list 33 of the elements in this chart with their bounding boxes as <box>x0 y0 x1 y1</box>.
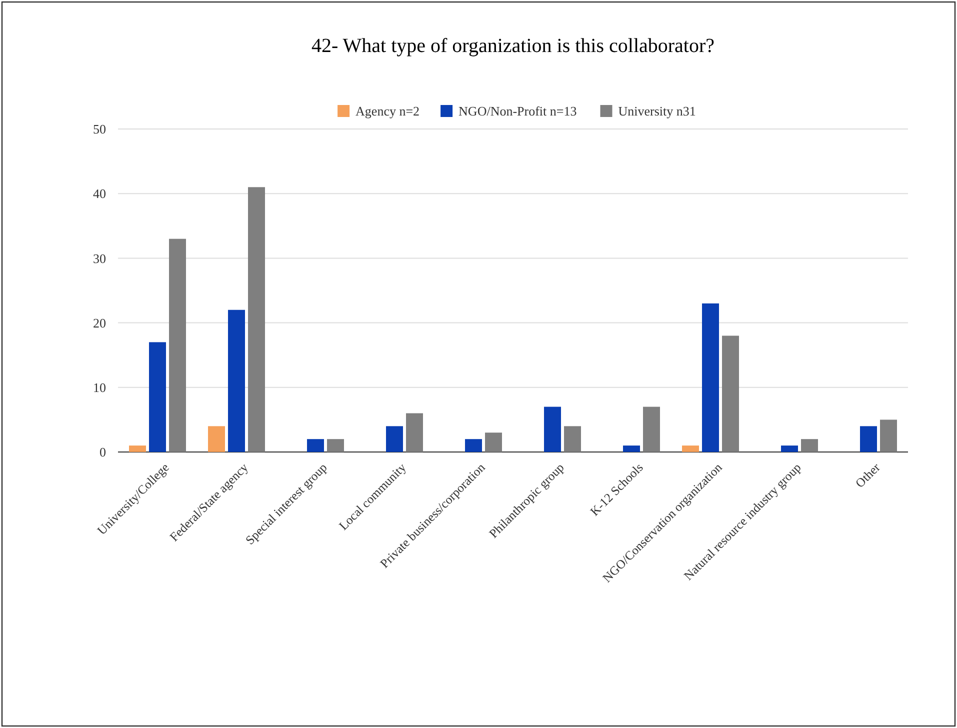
bar <box>623 446 640 452</box>
bar <box>465 439 482 452</box>
bar <box>643 406 660 452</box>
legend-label: Agency n=2 <box>356 104 420 119</box>
bar <box>129 446 146 452</box>
bar <box>801 439 818 452</box>
bar <box>208 426 225 452</box>
bar <box>406 413 423 452</box>
bar <box>544 406 561 452</box>
bar <box>682 446 699 452</box>
bar <box>307 439 324 452</box>
bar <box>386 426 403 452</box>
y-tick-label: 20 <box>93 315 106 330</box>
bar <box>702 303 719 452</box>
bar <box>860 426 877 452</box>
legend-label: NGO/Non-Profit n=13 <box>458 104 577 119</box>
bar <box>248 187 265 452</box>
legend-label: University n31 <box>618 104 696 119</box>
chart-title: 42- What type of organization is this collaborator? <box>311 35 715 57</box>
y-tick-label: 40 <box>93 186 106 202</box>
bar <box>169 238 186 452</box>
bar <box>149 342 166 452</box>
y-tick-label: 0 <box>100 444 106 460</box>
bar <box>564 426 581 452</box>
bar <box>327 439 344 452</box>
bar <box>485 432 502 452</box>
y-tick-label: 50 <box>93 122 106 137</box>
bar <box>722 336 739 452</box>
bar <box>880 420 897 452</box>
y-tick-label: 30 <box>93 250 106 266</box>
bar <box>228 310 245 452</box>
y-tick-label: 10 <box>93 380 106 395</box>
bar <box>781 446 798 452</box>
